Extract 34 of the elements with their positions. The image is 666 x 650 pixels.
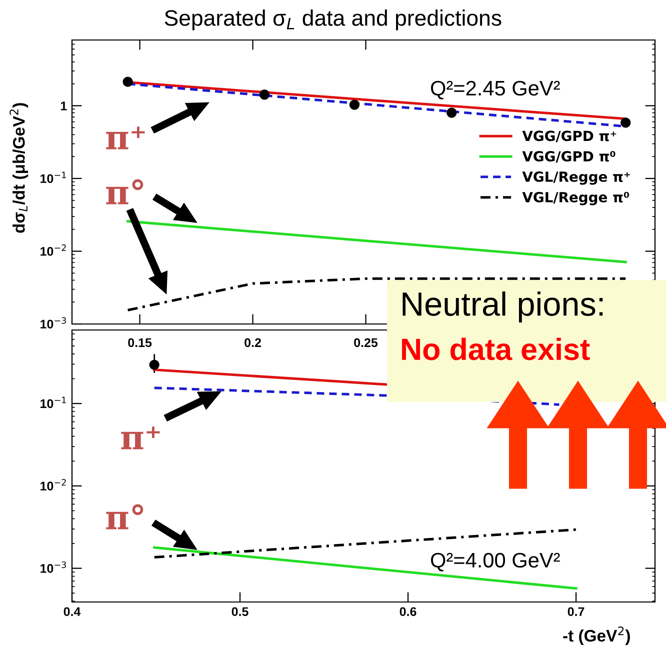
x-tick-label: 0.5	[232, 607, 248, 616]
point	[349, 100, 360, 110]
legend-label: VGG/GPD π⁰	[522, 151, 616, 163]
y-tick-label: 10$^{−1}$	[40, 396, 66, 408]
y-axis-title: dσ$_{L}$/dt (μb/GeV$^{2}$)	[10, 103, 28, 233]
y-tick-label: 10$^{−1}$	[40, 172, 66, 184]
chart-title: Separated σ$_{L}$ data and predictions	[164, 10, 502, 30]
y-tick-label: 1	[60, 102, 67, 110]
y-tick-label: 10$^{−2}$	[40, 244, 66, 256]
x-tick-label: 0.6	[400, 607, 416, 616]
x-axis-title: -t (GeV$^{2}$)	[563, 626, 630, 645]
y-tick-label: 10$^{−2}$	[40, 479, 66, 490]
annotation: π°	[106, 179, 144, 204]
point	[620, 118, 631, 128]
annotation: π⁺	[121, 426, 160, 450]
legend-label: VGL/Regge π⁺	[522, 171, 630, 185]
annotation: Q²=4.00 GeV²	[430, 552, 560, 572]
annotation: π°	[106, 504, 144, 530]
y-tick-label: 10$^{−3}$	[40, 561, 66, 573]
point	[259, 90, 270, 100]
legend-label: VGL/Regge π⁰	[522, 192, 630, 206]
annotation: Neutral pions:	[402, 291, 603, 323]
x-tick-label: 0.4	[64, 607, 81, 616]
point	[122, 76, 133, 87]
point	[446, 108, 457, 118]
annotation: No data exist	[402, 338, 590, 360]
x-tick-label: 0.7	[568, 607, 584, 616]
legend-label: VGG/GPD π⁺	[522, 130, 616, 142]
x-tick-label: 0.2	[244, 338, 261, 348]
x-tick-label: 0.25	[354, 338, 378, 348]
x-tick-label: 0.15	[128, 338, 152, 348]
y-tick-label: 10$^{−3}$	[40, 317, 66, 329]
annotation: π⁺	[106, 126, 145, 150]
annotation: Q²=2.45 GeV²	[430, 80, 560, 100]
